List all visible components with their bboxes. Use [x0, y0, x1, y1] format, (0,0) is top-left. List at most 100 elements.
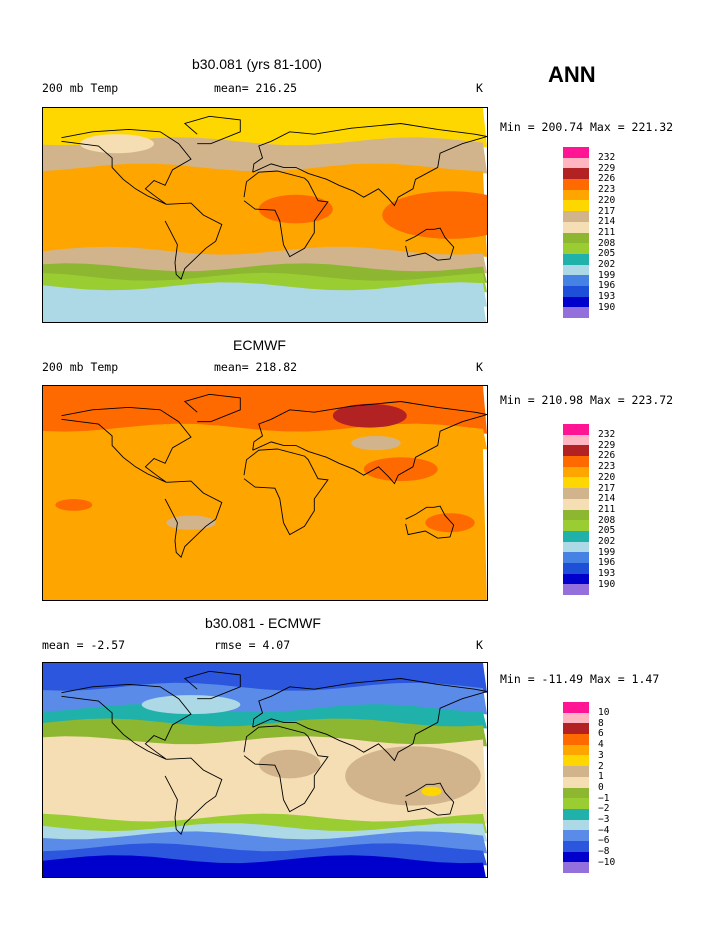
- contour-region: [258, 749, 321, 779]
- legend-swatch: [563, 307, 589, 318]
- legend-swatch: [563, 232, 589, 244]
- contour-band: [43, 596, 397, 600]
- legend-swatch: [563, 712, 589, 724]
- legend-tick-label: 220: [598, 194, 616, 206]
- legend-tick-label: 0: [598, 781, 604, 793]
- legend-swatch: [563, 830, 589, 841]
- legend-swatch: [563, 744, 589, 756]
- legend-tick-label: 10: [598, 707, 610, 718]
- legend-tick-label: −4: [598, 824, 610, 836]
- color-legend: [563, 147, 589, 318]
- legend-swatch: [563, 275, 589, 286]
- legend-tick-label: 2: [598, 760, 604, 772]
- coastline: [252, 123, 487, 207]
- legend-swatch: [563, 755, 589, 767]
- legend-tick-label: 214: [598, 216, 616, 228]
- legend-tick-label: −10: [598, 856, 616, 868]
- legend-tick-label: 190: [598, 578, 616, 590]
- unit-label: K: [476, 81, 483, 95]
- variable-label: 200 mb Temp: [42, 360, 119, 374]
- legend-tick-label: 226: [598, 173, 616, 185]
- contour-region: [363, 457, 438, 482]
- legend-swatch: [563, 264, 589, 276]
- contour-region: [332, 403, 407, 428]
- season-label: ANN: [548, 62, 596, 87]
- legend-tick-label: 232: [598, 429, 616, 440]
- legend-swatch: [563, 456, 589, 467]
- legend-swatch: [563, 243, 589, 254]
- legend-tick-label: 229: [598, 162, 616, 174]
- legend-tick-label: 202: [598, 536, 616, 547]
- contour-band: [43, 108, 487, 148]
- legend-tick-label: 208: [598, 237, 616, 249]
- map-plot: [42, 385, 488, 601]
- legend-swatch: [563, 488, 589, 499]
- legend-swatch: [563, 211, 589, 222]
- color-legend: [563, 424, 589, 595]
- map-plot: [42, 662, 488, 878]
- map-plot: [42, 107, 488, 323]
- legend-swatch: [563, 498, 589, 510]
- legend-swatch: [563, 734, 589, 745]
- legend-tick-label: 232: [598, 152, 616, 163]
- legend-swatch: [563, 562, 589, 574]
- coastline: [183, 670, 241, 700]
- min-max-label: Min = 200.74 Max = 221.32: [500, 120, 674, 134]
- color-legend: [563, 702, 589, 873]
- legend-swatch: [563, 253, 589, 265]
- contour-region: [141, 695, 241, 715]
- coastline: [164, 757, 223, 836]
- legend-tick-label: −2: [598, 803, 610, 815]
- legend-swatch: [563, 862, 589, 873]
- contour-region: [351, 436, 401, 451]
- coastline: [61, 406, 192, 483]
- legend-swatch: [563, 168, 589, 180]
- legend-swatch: [563, 776, 589, 788]
- contour-region: [345, 746, 481, 806]
- variable-label: 200 mb Temp: [42, 81, 119, 95]
- legend-tick-label: 193: [598, 291, 616, 303]
- legend-swatch: [563, 285, 589, 297]
- coastline: [164, 480, 223, 559]
- legend-swatch: [563, 200, 589, 212]
- legend-swatch: [563, 221, 589, 233]
- legend-tick-label: 190: [598, 301, 616, 313]
- min-max-label: Min = -11.49 Max = 1.47: [500, 672, 660, 686]
- legend-tick-label: 202: [598, 259, 616, 270]
- legend-swatch: [563, 787, 589, 799]
- legend-tick-label: 205: [598, 248, 616, 260]
- legend-tick-label: 211: [598, 503, 616, 515]
- coastline: [243, 448, 329, 536]
- legend-swatch: [563, 189, 589, 201]
- legend-tick-label: 199: [598, 546, 616, 558]
- legend-swatch: [563, 798, 589, 809]
- coastline: [61, 128, 192, 205]
- legend-tick-label: 220: [598, 471, 616, 483]
- coastline: [405, 227, 455, 261]
- legend-swatch: [563, 509, 589, 521]
- contour-band: [43, 813, 487, 834]
- legend-swatch: [563, 541, 589, 553]
- mean-label: mean = -2.57: [42, 638, 126, 652]
- legend-tick-label: 196: [598, 280, 616, 292]
- legend-tick-label: 193: [598, 568, 616, 580]
- contour-band: [43, 718, 487, 747]
- legend-swatch: [563, 573, 589, 585]
- legend-tick-label: 3: [598, 749, 604, 761]
- coastline: [164, 202, 223, 281]
- contour-band: [43, 246, 487, 274]
- legend-tick-label: 1: [598, 771, 604, 783]
- legend-swatch: [563, 424, 589, 435]
- legend-tick-label: 223: [598, 184, 616, 196]
- contour-region: [80, 134, 154, 154]
- contour-band: [43, 296, 487, 322]
- coastline: [183, 393, 241, 423]
- legend-swatch: [563, 584, 589, 595]
- legend-swatch: [563, 766, 589, 777]
- legend-tick-label: 211: [598, 226, 616, 238]
- legend-tick-label: −6: [598, 835, 610, 847]
- legend-swatch: [563, 147, 589, 158]
- legend-tick-label: 199: [598, 269, 616, 281]
- legend-swatch: [563, 530, 589, 542]
- coastline: [61, 683, 192, 760]
